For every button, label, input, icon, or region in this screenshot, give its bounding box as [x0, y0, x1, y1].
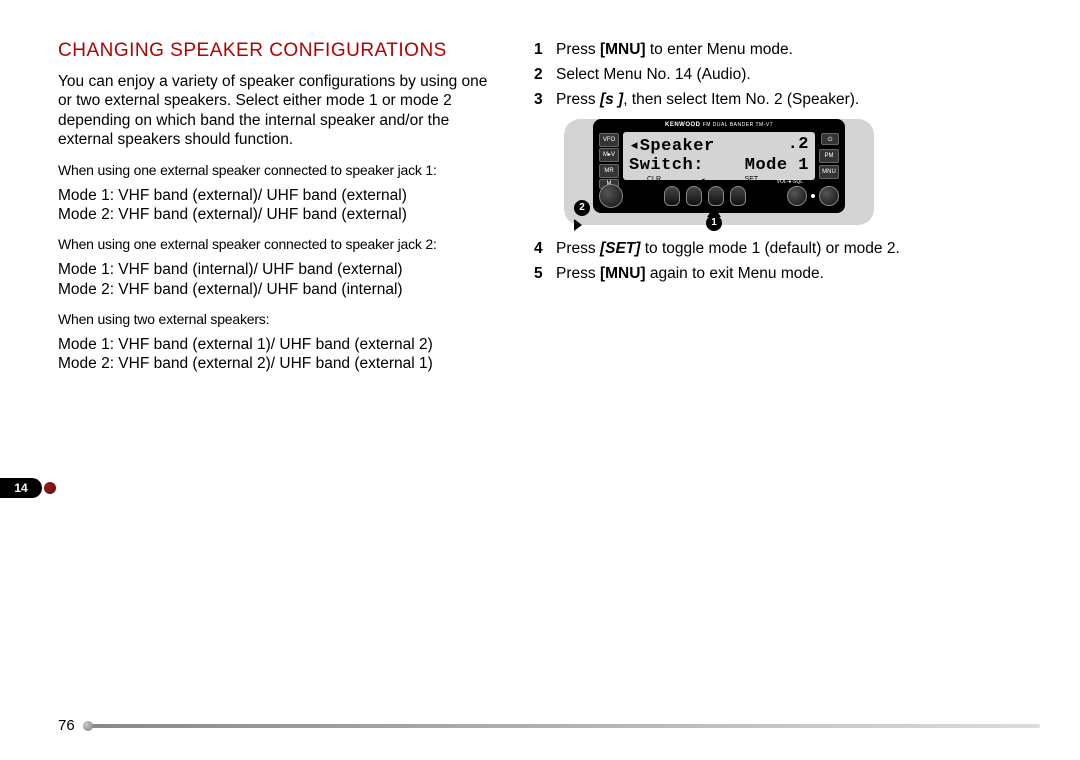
steps-list-cont: 4 Press [SET] to toggle mode 1 (default)…	[534, 239, 978, 285]
vfo-button: VFO	[599, 133, 619, 147]
footer-rule	[85, 724, 1040, 728]
step-text: Press [SET] to toggle mode 1 (default) o…	[556, 239, 978, 260]
radio-brand-label: KENWOOD FM DUAL BANDER TM-V7	[593, 122, 845, 128]
screen-l2-right: Mode 1	[745, 156, 809, 175]
mnu-key: [MNU]	[600, 265, 646, 282]
step-text-pre: Press	[556, 91, 600, 108]
case1-label: When using one external speaker connecte…	[58, 162, 494, 178]
case3-label: When using two external speakers:	[58, 311, 494, 327]
case1-mode1: Mode 1: VHF band (external)/ UHF band (e…	[58, 186, 494, 205]
step-num: 2	[534, 65, 556, 86]
step-text-pre: Press	[556, 265, 600, 282]
screen-l1-left: ◂Speaker	[629, 135, 715, 156]
radio-illustration: KENWOOD FM DUAL BANDER TM-V7 VFO M▸V MR …	[564, 119, 874, 225]
screen-l2-left: Switch:	[629, 156, 704, 175]
power-button: ⏻	[821, 133, 839, 145]
case2-mode1: Mode 1: VHF band (internal)/ UHF band (e…	[58, 260, 494, 279]
mv-button: M▸V	[599, 148, 619, 162]
right-column: 1 Press [MNU] to enter Menu mode. 2 Sele…	[510, 40, 1010, 374]
chapter-tab: 14	[0, 478, 42, 498]
callout-2-arrow-icon	[574, 219, 582, 231]
step-1: 1 Press [MNU] to enter Menu mode.	[534, 40, 978, 61]
footer-ball-icon	[83, 721, 93, 731]
intro-paragraph: You can enjoy a variety of speaker confi…	[58, 72, 494, 150]
pm-button: PM	[819, 149, 839, 163]
footer-line	[85, 724, 1040, 728]
small-knob-group	[664, 186, 746, 206]
section-title: CHANGING SPEAKER CONFIGURATIONS	[58, 40, 494, 62]
mnu-button: MNU	[819, 165, 839, 179]
callout-2-circle: 2	[574, 200, 590, 216]
screen-l1-right: .2	[788, 135, 809, 156]
page-footer: 76	[58, 717, 1040, 734]
step-num: 3	[534, 90, 556, 111]
step-3: 3 Press [s ], then select Item No. 2 (Sp…	[534, 90, 978, 111]
step-num: 4	[534, 239, 556, 260]
small-knob	[664, 186, 680, 206]
callout-1: 1	[706, 207, 722, 231]
radio-case: KENWOOD FM DUAL BANDER TM-V7 VFO M▸V MR …	[564, 119, 874, 225]
case3-mode1: Mode 1: VHF band (external 1)/ UHF band …	[58, 335, 494, 354]
step-text-post: to toggle mode 1 (default) or mode 2.	[640, 240, 899, 257]
step-text-pre: Press	[556, 240, 600, 257]
screen-line-2: Switch: Mode 1	[629, 156, 809, 175]
callout-1-circle: 1	[706, 215, 722, 231]
steps-list: 1 Press [MNU] to enter Menu mode. 2 Sele…	[534, 40, 978, 111]
small-knob	[708, 186, 724, 206]
mid-knob	[787, 186, 807, 206]
step-text: Press [MNU] again to exit Menu mode.	[556, 264, 978, 285]
step-5: 5 Press [MNU] again to exit Menu mode.	[534, 264, 978, 285]
knob-row	[599, 183, 839, 209]
page-number: 76	[58, 717, 75, 734]
case2-label: When using one external speaker connecte…	[58, 236, 494, 252]
right-knob	[819, 186, 839, 206]
callout-2: 2	[574, 197, 594, 217]
step-text: Press [MNU] to enter Menu mode.	[556, 40, 978, 61]
mnu-key: [MNU]	[600, 41, 646, 58]
step-text: Press [s ], then select Item No. 2 (Spea…	[556, 90, 978, 111]
left-column: CHANGING SPEAKER CONFIGURATIONS You can …	[0, 40, 510, 374]
step-text-post: again to exit Menu mode.	[646, 265, 824, 282]
model-text: FM DUAL BANDER TM-V7	[703, 122, 773, 128]
step-text-pre: Press	[556, 41, 600, 58]
step-text: Select Menu No. 14 (Audio).	[556, 65, 978, 86]
dot-icon	[811, 194, 815, 198]
small-knob	[686, 186, 702, 206]
small-knob	[730, 186, 746, 206]
set-key: [SET]	[600, 240, 640, 257]
case1-mode2: Mode 2: VHF band (external)/ UHF band (e…	[58, 205, 494, 224]
screen-line-1: ◂Speaker .2	[629, 135, 809, 156]
mr-button: MR	[599, 164, 619, 178]
case3-mode2: Mode 2: VHF band (external 2)/ UHF band …	[58, 354, 494, 373]
step-text-post: , then select Item No. 2 (Speaker).	[623, 91, 859, 108]
step-num: 5	[534, 264, 556, 285]
right-knob-group	[787, 186, 839, 206]
radio-faceplate: KENWOOD FM DUAL BANDER TM-V7 VFO M▸V MR …	[593, 119, 845, 213]
left-knob	[599, 184, 623, 208]
step-num: 1	[534, 40, 556, 61]
radio-screen: ◂Speaker .2 Switch: Mode 1 CLR ◂ SET	[623, 132, 815, 180]
brand-text: KENWOOD	[665, 122, 701, 128]
step-2: 2 Select Menu No. 14 (Audio).	[534, 65, 978, 86]
step-4: 4 Press [SET] to toggle mode 1 (default)…	[534, 239, 978, 260]
case2-mode2: Mode 2: VHF band (external)/ UHF band (i…	[58, 280, 494, 299]
page: CHANGING SPEAKER CONFIGURATIONS You can …	[0, 0, 1080, 374]
s-key: [s ]	[600, 91, 623, 108]
step-text-post: to enter Menu mode.	[646, 41, 793, 58]
